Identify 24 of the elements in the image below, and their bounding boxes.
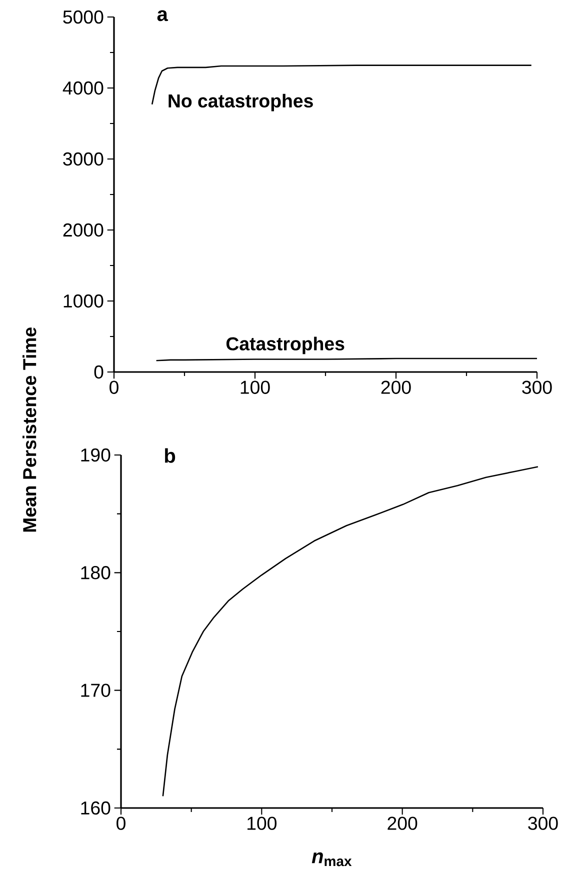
x-tick-label: 100 (248, 816, 277, 830)
x-axis-title: n$_{max}$ (312, 852, 352, 866)
y-tick-label: 5000 (63, 10, 104, 24)
x-tick-label: 100 (240, 380, 270, 394)
line-series (162, 466, 539, 797)
y-tick-label: 180 (81, 566, 110, 580)
series-label: Catastrophes (226, 336, 344, 354)
y-tick-label: 4000 (62, 81, 104, 95)
x-tick-label: 200 (381, 380, 411, 394)
chart-title: a (157, 10, 168, 22)
y-tick-label: 170 (81, 684, 110, 697)
series-label: No catastrophes (168, 94, 313, 112)
x-tick-label: 300 (528, 816, 558, 830)
x-tick-label: 200 (388, 816, 418, 830)
chart-title: b (165, 448, 176, 463)
y-tick-label: 1000 (64, 294, 104, 308)
y-tick-label: 160 (81, 801, 110, 815)
y-tick-label: 190 (81, 448, 110, 462)
y-tick-label: 3000 (63, 152, 104, 166)
y-tick-label: 0 (94, 365, 104, 379)
y-axis-title: Mean Persistence Time (22, 327, 36, 532)
y-tick-label: 2000 (63, 223, 104, 237)
x-tick-label: 300 (522, 380, 552, 394)
x-tick-label: 0 (116, 816, 126, 830)
